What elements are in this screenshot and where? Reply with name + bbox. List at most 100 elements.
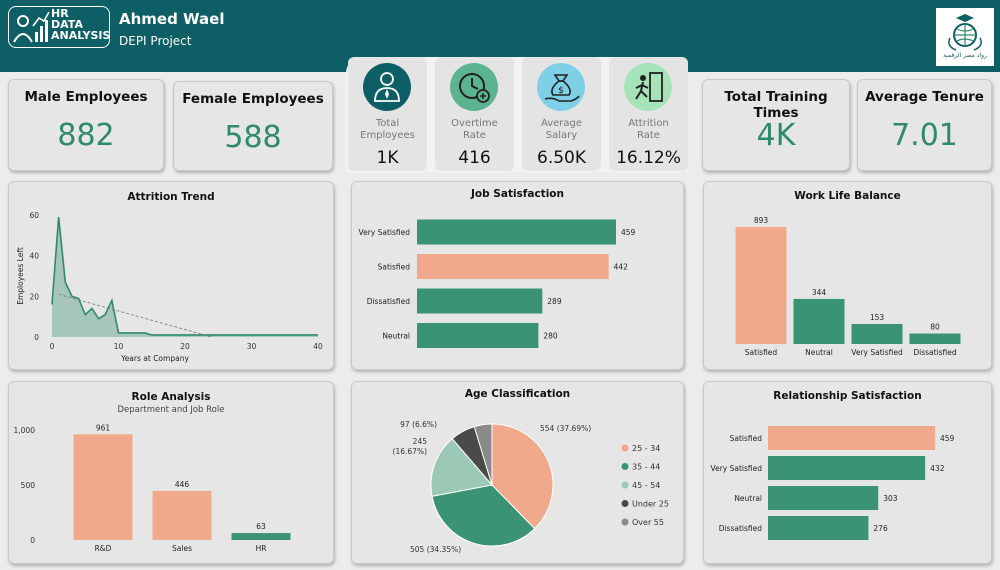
attrition-rate-label: Attrition Rate	[609, 118, 688, 142]
legend-label-over-55: Over 55	[632, 518, 664, 527]
category-label-very-satisfied: Very Satisfied	[359, 228, 411, 237]
total-employees-value: 1K	[376, 148, 399, 168]
logo-text: HR DATA ANALYSIS	[51, 8, 110, 41]
category-label-neutral: Neutral	[805, 348, 833, 357]
logo-line-hr: HR	[51, 7, 69, 20]
y-tick-label: 1,000	[14, 426, 36, 435]
data-label-satisfied: 459	[940, 434, 955, 443]
data-label-hr: 63	[256, 522, 266, 531]
bar-hr	[231, 533, 291, 540]
attrition-area	[52, 217, 318, 337]
category-label-satisfied: Satisfied	[378, 263, 411, 272]
x-tick-label: 10	[114, 342, 124, 351]
data-label-very-satisfied: 432	[930, 464, 945, 473]
overtime-rate-label: Overtime Rate	[435, 118, 514, 142]
female-employees-label: Female Employees	[182, 91, 324, 107]
average-salary-card: $ Average Salary 6.50K	[522, 57, 601, 171]
x-tick-label: 20	[180, 342, 190, 351]
bar-satisfied	[735, 227, 787, 344]
pie-label-under-25: 97 (6.6%)	[400, 420, 437, 429]
work-life-title: Work Life Balance	[794, 190, 901, 202]
project-name: DEPI Project	[119, 34, 192, 48]
x-axis-label: Years at Company	[120, 354, 189, 363]
y-tick-label: 500	[21, 481, 36, 490]
age-classification-panel: Age Classification 554 (37.69%) 505 (34.3…	[351, 381, 684, 564]
male-employees-card: Male Employees 882	[8, 79, 164, 171]
category-label-satisfied: Satisfied	[745, 348, 778, 357]
category-label-dissatisfied: Dissatisfied	[367, 297, 411, 306]
total-employees-label-line2: Employees	[360, 130, 415, 141]
overtime-rate-value: 416	[458, 148, 491, 168]
female-employees-card: Female Employees 588	[173, 81, 333, 171]
bar-sales	[152, 490, 212, 540]
category-label-very-satisfied: Very Satisfied	[711, 464, 763, 473]
bar-r-d	[73, 434, 133, 540]
training-times-label: Total Training Times	[724, 89, 828, 121]
bar-dissatisfied	[768, 516, 869, 540]
category-label-r-d: R&D	[95, 544, 112, 553]
attrition-trend-chart: 0 20 40 60 0 10 20 30 40 Years at Company Employee…	[16, 211, 323, 363]
pie-label-45-54: (16.67%)	[393, 447, 428, 456]
relationship-satisfaction-chart: Satisfied 459 Very Satisfied 432 Neutral 303 D…	[711, 426, 955, 540]
job-satisfaction-title: Job Satisfaction	[471, 188, 564, 200]
attrition-trend-panel: Attrition Trend 0 20 40 60 0 10 20 30 40 Years at…	[8, 181, 334, 370]
x-tick-label: 0	[50, 342, 55, 351]
legend-marker-35-44	[621, 463, 629, 470]
training-times-card: Total Training Times 4K	[702, 79, 850, 171]
role-analysis-panel: Role Analysis Department and Job Role 1,…	[8, 381, 334, 564]
data-label-dissatisfied: 80	[930, 323, 940, 332]
bar-dissatisfied	[909, 333, 961, 344]
average-salary-label-line1: Average	[540, 118, 583, 129]
role-analysis-chart: 1,000 500 0 961 R&D 446 Sales 63 HR	[14, 423, 291, 553]
y-tick-label: 0	[30, 536, 35, 545]
data-label-dissatisfied: 289	[547, 297, 562, 306]
overtime-rate-label-line1: Overtime	[451, 118, 498, 129]
data-label-neutral: 280	[543, 332, 558, 341]
attrition-rate-label-line1: Attrition	[628, 118, 669, 129]
bar-satisfied	[768, 426, 935, 450]
total-employees-label-line1: Total	[375, 118, 400, 129]
y-tick-label: 60	[29, 211, 39, 220]
data-label-neutral: 303	[883, 494, 898, 503]
female-employees-value: 588	[224, 120, 282, 155]
bar-neutral	[417, 323, 539, 348]
average-salary-label: Average Salary	[522, 118, 601, 142]
money-bag-icon: $	[537, 63, 585, 111]
pie-label-45-54: 245	[413, 437, 428, 446]
age-classification-title: Age Classification	[464, 388, 571, 400]
male-employees-value: 882	[57, 118, 115, 153]
category-label-very-satisfied: Very Satisfied	[851, 348, 903, 357]
attrition-trend-title: Attrition Trend	[127, 191, 215, 203]
attrition-line	[51, 216, 318, 336]
job-satisfaction-chart: Very Satisfied 459 Satisfied 442 Dissatisfie…	[359, 219, 636, 348]
pie-label-25-34: 554 (37.69%)	[540, 424, 591, 433]
total-employees-card: Total Employees 1K	[348, 57, 427, 171]
y-tick-label: 40	[29, 252, 39, 261]
bar-satisfied	[417, 254, 609, 279]
age-classification-chart: 554 (37.69%) 505 (34.35%) 245(16.67%) 97 (6…	[393, 420, 669, 554]
people-chart-icon	[13, 11, 50, 43]
data-label-satisfied: 893	[754, 216, 769, 225]
legend-marker-45-54	[621, 481, 629, 489]
total-employees-label: Total Employees	[348, 118, 427, 142]
clock-plus-icon	[450, 63, 498, 111]
job-satisfaction-panel: Job Satisfaction Very Satisfied 459 Satisf…	[351, 181, 684, 370]
employee-icon	[363, 63, 411, 111]
x-tick-label: 30	[247, 342, 257, 351]
legend-marker-under-25	[621, 500, 629, 507]
legend-label-35-44: 35 - 44	[632, 463, 660, 472]
overtime-rate-card: Overtime Rate 416	[435, 57, 514, 171]
data-label-neutral: 344	[812, 288, 827, 297]
bar-very-satisfied	[851, 323, 903, 344]
data-label-r-d: 961	[96, 423, 111, 432]
legend-label-under-25: Under 25	[632, 500, 669, 509]
svg-text:$: $	[558, 86, 564, 96]
bar-very-satisfied	[768, 456, 926, 480]
average-salary-value: 6.50K	[537, 148, 586, 168]
trend-line	[58, 293, 212, 338]
pie-slice-35-44	[431, 484, 536, 547]
relationship-satisfaction-panel: Relationship Satisfaction Satisfied 459 Ve…	[703, 381, 992, 564]
category-label-neutral: Neutral	[382, 332, 410, 341]
category-label-neutral: Neutral	[734, 494, 762, 503]
author-name: Ahmed Wael	[119, 10, 225, 28]
